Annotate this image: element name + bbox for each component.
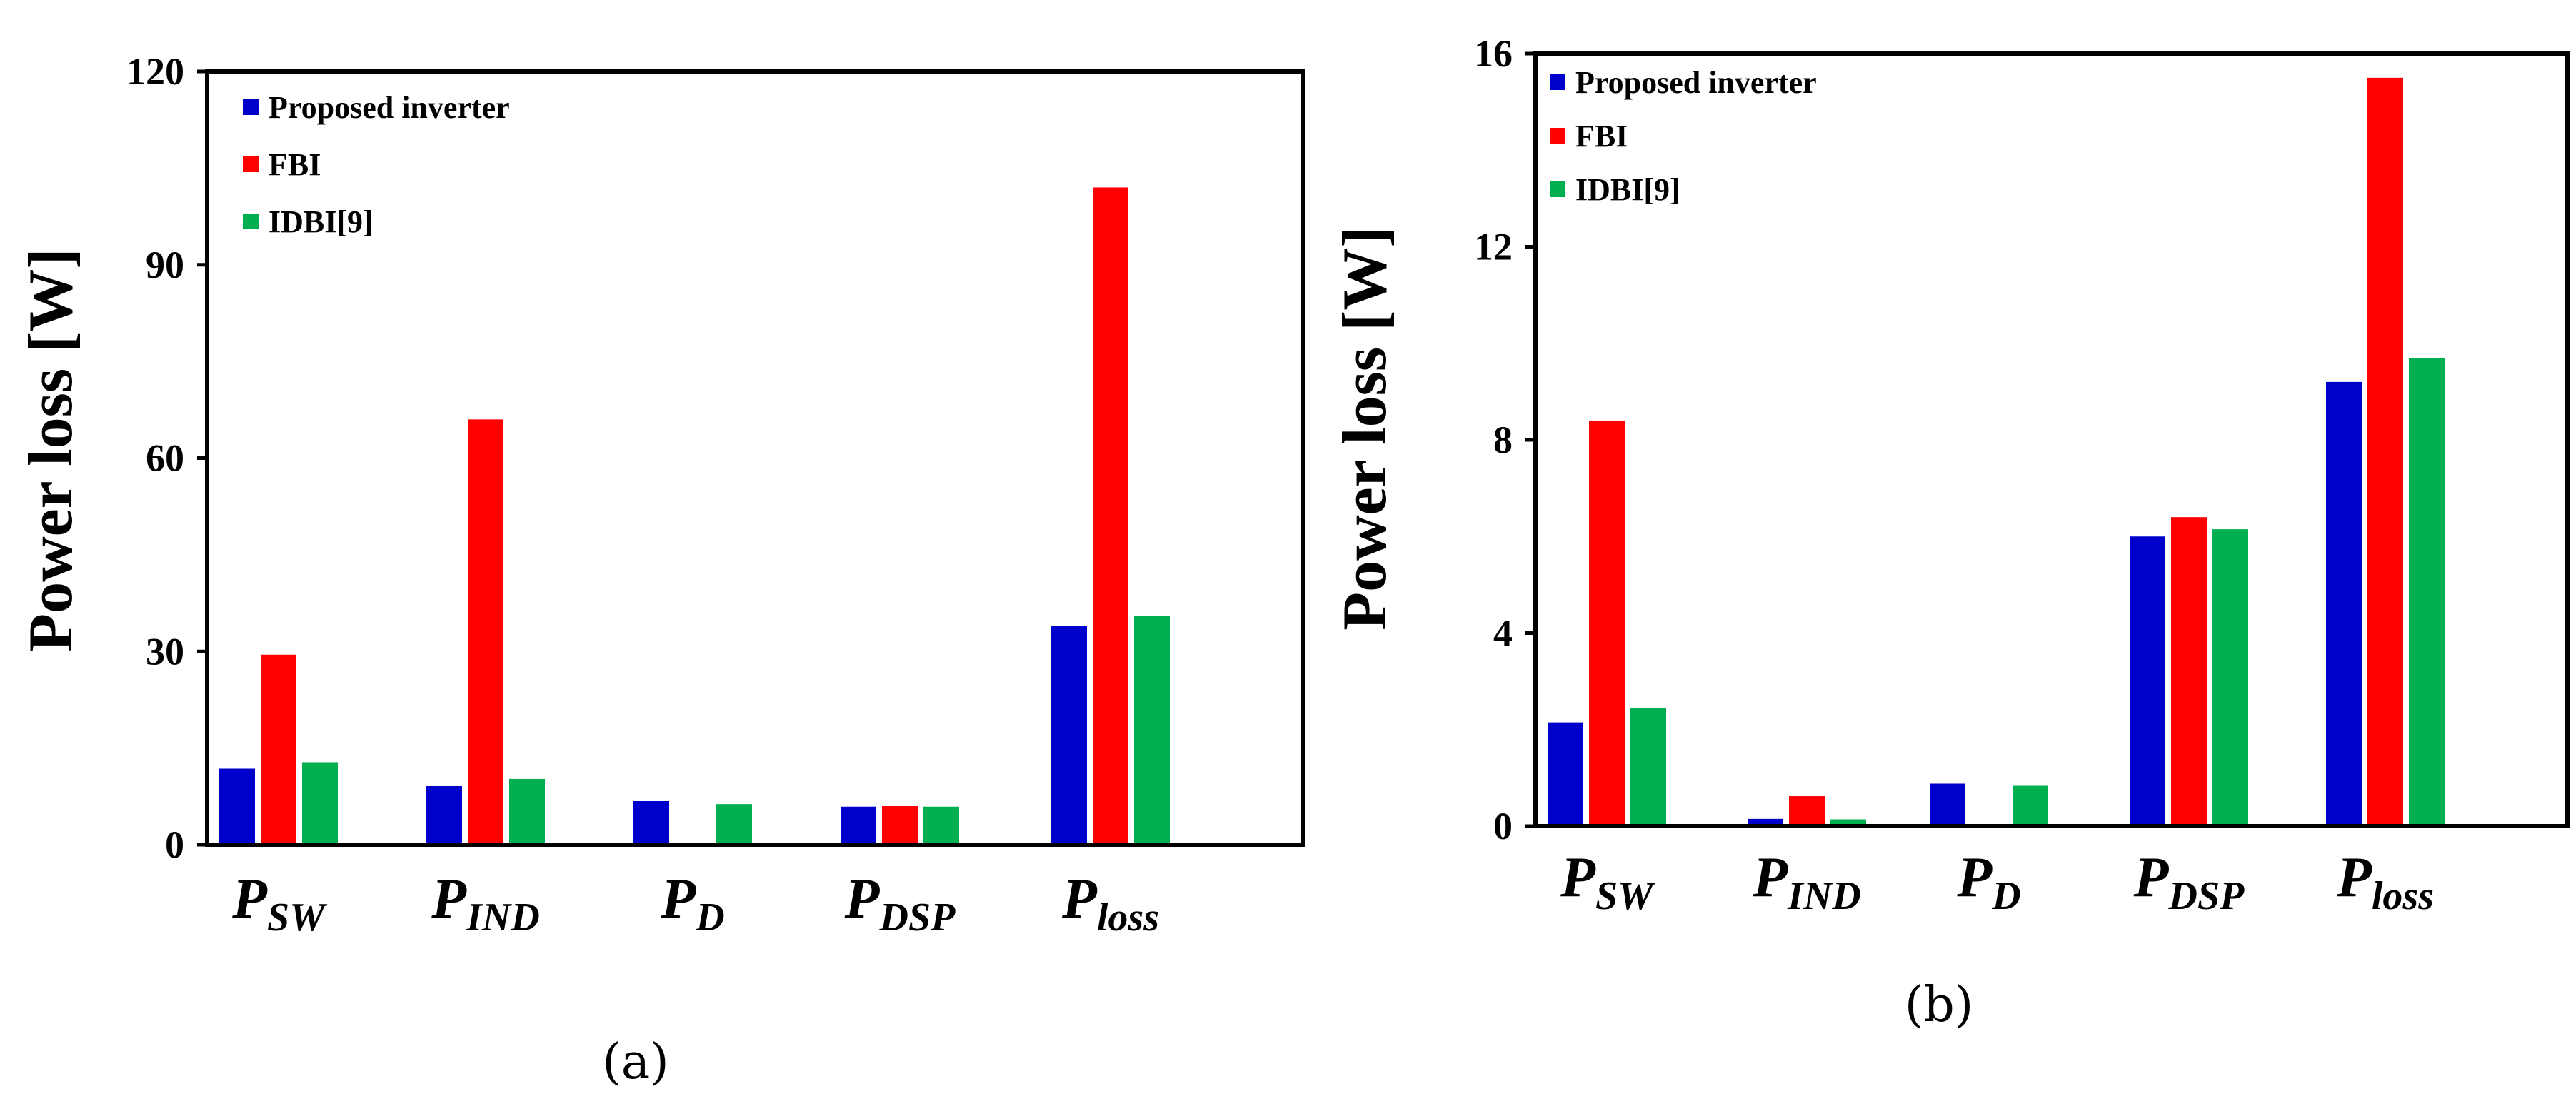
y-ticks-a: 0 30 60 90 120 <box>126 50 207 866</box>
bar-idbi-9--sw <box>1630 708 1666 826</box>
x-category-label: PD <box>660 868 724 940</box>
legend-a: Proposed inverter FBI IDBI[9] <box>243 90 510 239</box>
bar-proposed-inverter-ind <box>426 785 462 845</box>
bar-proposed-inverter-d <box>1930 783 1965 826</box>
legend-swatch <box>243 156 259 172</box>
y-tick-label: 90 <box>146 244 184 286</box>
bars-a <box>219 187 1170 845</box>
y-tick-label: 0 <box>165 823 184 866</box>
bar-proposed-inverter-loss <box>2326 381 2362 826</box>
bar-idbi-9--ind <box>1830 819 1866 826</box>
legend-b: Proposed inverter FBI IDBI[9] <box>1550 65 1817 207</box>
legend-swatch <box>1550 128 1565 144</box>
bar-fbi-dsp <box>2171 517 2207 826</box>
bar-proposed-inverter-dsp <box>841 806 876 845</box>
bar-fbi-loss <box>1093 187 1128 845</box>
bar-proposed-inverter-ind <box>1748 818 1783 826</box>
bar-fbi-loss <box>2367 77 2403 826</box>
x-category-label: Ploss <box>2336 846 2434 918</box>
y-ticks-b: 0 4 8 12 16 <box>1474 32 1535 848</box>
y-axis-label-b: Power loss [W] <box>1330 226 1400 630</box>
x-categories-b: PSW PIND PD PDSP Ploss <box>1560 846 2434 918</box>
bar-proposed-inverter-dsp <box>2130 536 2165 826</box>
x-category-label: PSW <box>231 868 328 940</box>
legend-swatch <box>1550 74 1565 90</box>
bar-idbi-9--dsp <box>2212 529 2248 826</box>
bar-idbi-9--ind <box>509 778 545 845</box>
legend-swatch <box>243 214 259 229</box>
bar-idbi-9--loss <box>1134 616 1170 845</box>
bar-fbi-ind <box>468 419 503 845</box>
legend-swatch <box>1550 181 1565 197</box>
bar-idbi-9--d <box>2013 785 2048 826</box>
chart-panel-b: Power loss [W] 0 4 8 12 16 PSW PIND PD PDSP Plos… <box>1330 32 2570 1033</box>
bar-idbi-9--sw <box>302 762 338 845</box>
bar-proposed-inverter-loss <box>1051 626 1087 845</box>
y-tick-label: 60 <box>146 437 184 480</box>
x-categories-a: PSW PIND PD PDSP Ploss <box>231 868 1159 940</box>
y-tick-label: 16 <box>1474 32 1513 75</box>
y-tick-label: 4 <box>1493 612 1513 655</box>
bar-idbi-9--loss <box>2409 358 2445 827</box>
bar-fbi-sw <box>1589 420 1625 826</box>
y-tick-label: 30 <box>146 630 184 673</box>
y-tick-label: 120 <box>126 50 184 93</box>
bar-proposed-inverter-sw <box>219 768 255 845</box>
y-tick-label: 8 <box>1493 418 1513 461</box>
x-category-label: PSW <box>1560 846 1656 918</box>
x-category-label: PIND <box>1752 846 1861 918</box>
y-tick-label: 0 <box>1493 805 1513 848</box>
x-category-label: PDSP <box>2133 846 2245 918</box>
legend-label: IDBI[9] <box>269 204 374 239</box>
bar-fbi-dsp <box>882 806 918 845</box>
legend-label: FBI <box>1575 119 1628 154</box>
x-category-label: PIND <box>431 868 540 940</box>
legend-label: IDBI[9] <box>1575 172 1680 207</box>
y-axis-label-a: Power loss [W] <box>16 248 86 651</box>
legend-label: Proposed inverter <box>1575 65 1817 100</box>
panel-label-a: (a) <box>602 1034 669 1090</box>
x-category-label: PD <box>1956 846 2020 918</box>
legend-swatch <box>243 99 259 115</box>
legend-label: FBI <box>269 147 321 182</box>
bar-idbi-9--dsp <box>923 806 959 845</box>
bar-fbi-ind <box>1789 796 1825 826</box>
x-category-label: PDSP <box>844 868 956 940</box>
legend-label: Proposed inverter <box>269 90 510 125</box>
bar-proposed-inverter-sw <box>1548 722 1583 826</box>
bar-proposed-inverter-d <box>633 801 669 845</box>
bar-idbi-9--d <box>716 804 752 845</box>
panel-label-b: (b) <box>1905 977 1974 1033</box>
y-tick-label: 12 <box>1474 226 1513 269</box>
bars-b <box>1548 77 2445 827</box>
bar-fbi-sw <box>261 654 296 845</box>
x-category-label: Ploss <box>1061 868 1159 940</box>
